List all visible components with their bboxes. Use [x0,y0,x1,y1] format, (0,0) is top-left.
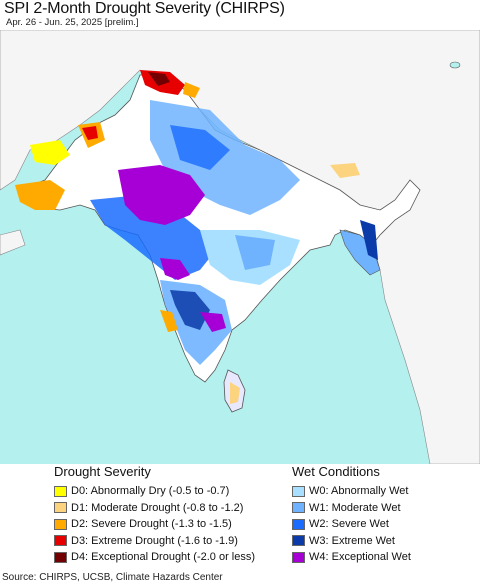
east-india-moderate-wet [235,235,275,270]
swatch-d3 [54,535,67,547]
wet-legend: Wet Conditions W0: Abnormally Wet W1: Mo… [292,464,411,566]
swatch-w1 [292,502,305,514]
legend-item-d3: D3: Extreme Drought (-1.6 to -1.9) [54,533,255,550]
legend-label-w0: W0: Abnormally Wet [309,485,409,498]
bhutan-moderate-drought [330,163,360,178]
legend-label-d4: D4: Exceptional Drought (-2.0 or less) [71,551,256,564]
legend-item-d2: D2: Severe Drought (-1.3 to -1.5) [54,516,255,533]
legend-item-w3: W3: Extreme Wet [292,533,411,550]
map-title: SPI 2-Month Drought Severity (CHIRPS) [4,0,285,17]
legend-item-w2: W2: Severe Wet [292,516,411,533]
swatch-w3 [292,535,305,547]
wet-legend-title: Wet Conditions [292,464,380,479]
legend-label-d3: D3: Extreme Drought (-1.6 to -1.9) [71,534,238,547]
legend-item-w1: W1: Moderate Wet [292,500,411,517]
drought-legend: Drought Severity D0: Abnormally Dry (-0.… [54,464,255,566]
drought-map-canvas [0,30,480,464]
bangladesh-wet [339,229,381,276]
swatch-d1 [54,502,67,514]
central-india-severe-wet [90,195,220,280]
swatch-w2 [292,518,305,530]
pakistan-north-abnormally-dry [30,140,70,165]
source-credit: Source: CHIRPS, UCSB, Climate Hazards Ce… [2,572,223,583]
legend-label-d0: D0: Abnormally Dry (-0.5 to -0.7) [71,485,230,498]
swatch-d0 [54,485,67,497]
north-india-severe-wet [170,125,230,170]
kerala-severe-drought [160,310,178,332]
swatch-w4 [292,551,305,563]
arabia-land [0,229,26,256]
legend-label-w1: W1: Moderate Wet [309,501,401,514]
south-india-extreme-wet [170,290,210,330]
lake-feature [449,61,461,69]
drought-map [0,30,480,464]
legend-item-d1: D1: Moderate Drought (-0.8 to -1.2) [54,500,255,517]
legend-item-w0: W0: Abnormally Wet [292,483,411,500]
sri-lanka-dry [230,382,240,404]
legend-item-d4: D4: Exceptional Drought (-2.0 or less) [54,549,255,566]
legend-item-w4: W4: Exceptional Wet [292,549,411,566]
map-subtitle: Apr. 26 - Jun. 25, 2025 [prelim.] [6,17,139,28]
kashmir-exceptional-drought [148,72,170,86]
deccan-exceptional-wet [160,258,190,280]
legend-label-d2: D2: Severe Drought (-1.3 to -1.5) [71,518,232,531]
legend-label-w2: W2: Severe Wet [309,518,389,531]
pakistan-extreme-drought [82,126,98,140]
swatch-w0 [292,485,305,497]
legend-item-d0: D0: Abnormally Dry (-0.5 to -0.7) [54,483,255,500]
northeast-extreme-wet [360,220,378,260]
ladakh-severe-drought [183,82,200,98]
legend-label-w4: W4: Exceptional Wet [309,551,411,564]
south-exceptional-wet [200,312,226,332]
drought-legend-title: Drought Severity [54,464,151,479]
central-india-exceptional-wet [118,165,205,225]
pakistan-west-severe-drought [15,180,65,210]
legend-label-w3: W3: Extreme Wet [309,534,395,547]
swatch-d4 [54,551,67,563]
legend-label-d1: D1: Moderate Drought (-0.8 to -1.2) [71,501,244,514]
swatch-d2 [54,518,67,530]
